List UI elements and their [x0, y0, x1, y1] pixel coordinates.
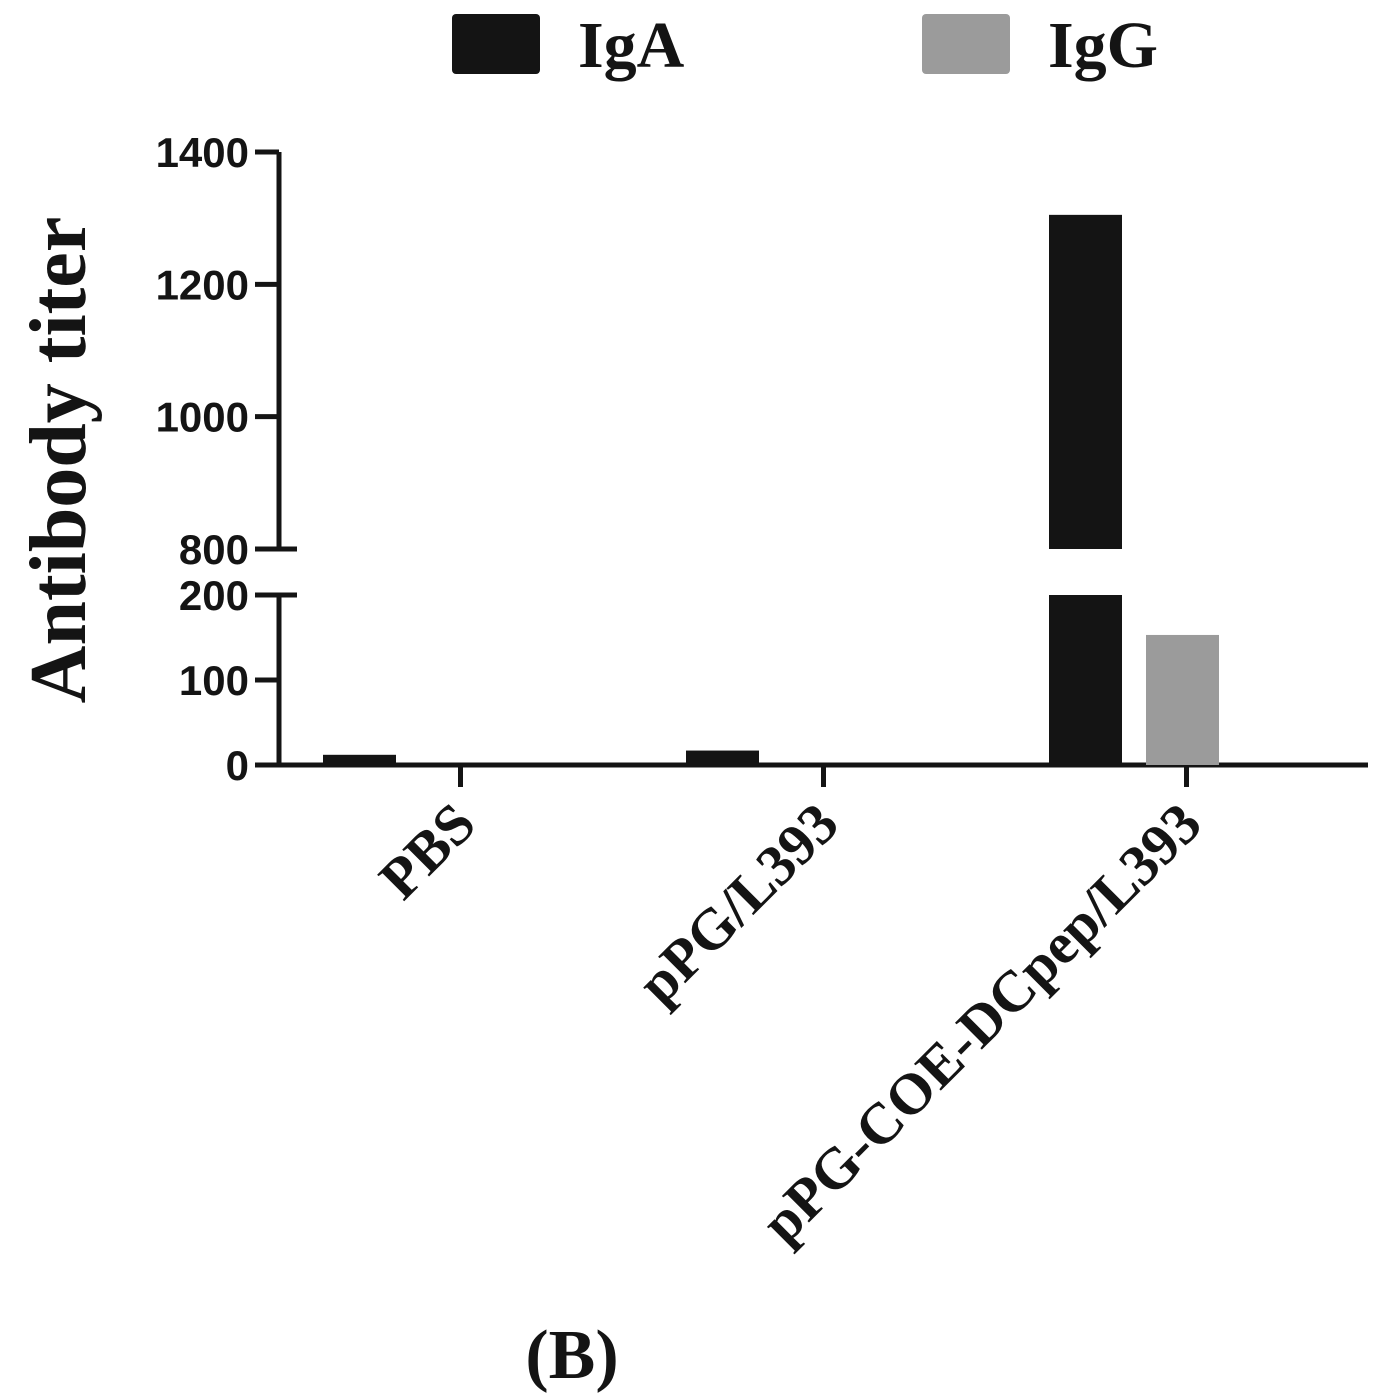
legend: IgA IgG	[452, 9, 1158, 82]
x-tick-label: pPG/L393	[625, 790, 851, 1016]
x-tick-label: PBS	[367, 790, 488, 911]
bar-iga-upper	[1049, 214, 1122, 549]
y-tick-label: 1400	[156, 129, 249, 176]
panel-label: (B)	[525, 1317, 618, 1394]
legend-label-igg: IgG	[1048, 9, 1158, 82]
legend-swatch-iga	[452, 14, 540, 74]
bar-iga-lower	[1049, 595, 1122, 765]
y-tick-label: 100	[179, 657, 249, 704]
y-tick-label: 1000	[156, 394, 249, 441]
legend-swatch-igg	[922, 14, 1010, 74]
legend-label-iga: IgA	[578, 9, 685, 82]
bar-iga	[686, 750, 759, 765]
bars	[323, 214, 1219, 765]
y-tick-label: 800	[179, 526, 249, 573]
y-tick-label: 200	[179, 572, 249, 619]
y-tick-label: 1200	[156, 261, 249, 308]
bar-igg	[1146, 634, 1219, 765]
y-tick-label: 0	[226, 742, 249, 789]
bar-iga	[323, 754, 396, 765]
y-axis-label: Antibody titer	[15, 217, 103, 704]
